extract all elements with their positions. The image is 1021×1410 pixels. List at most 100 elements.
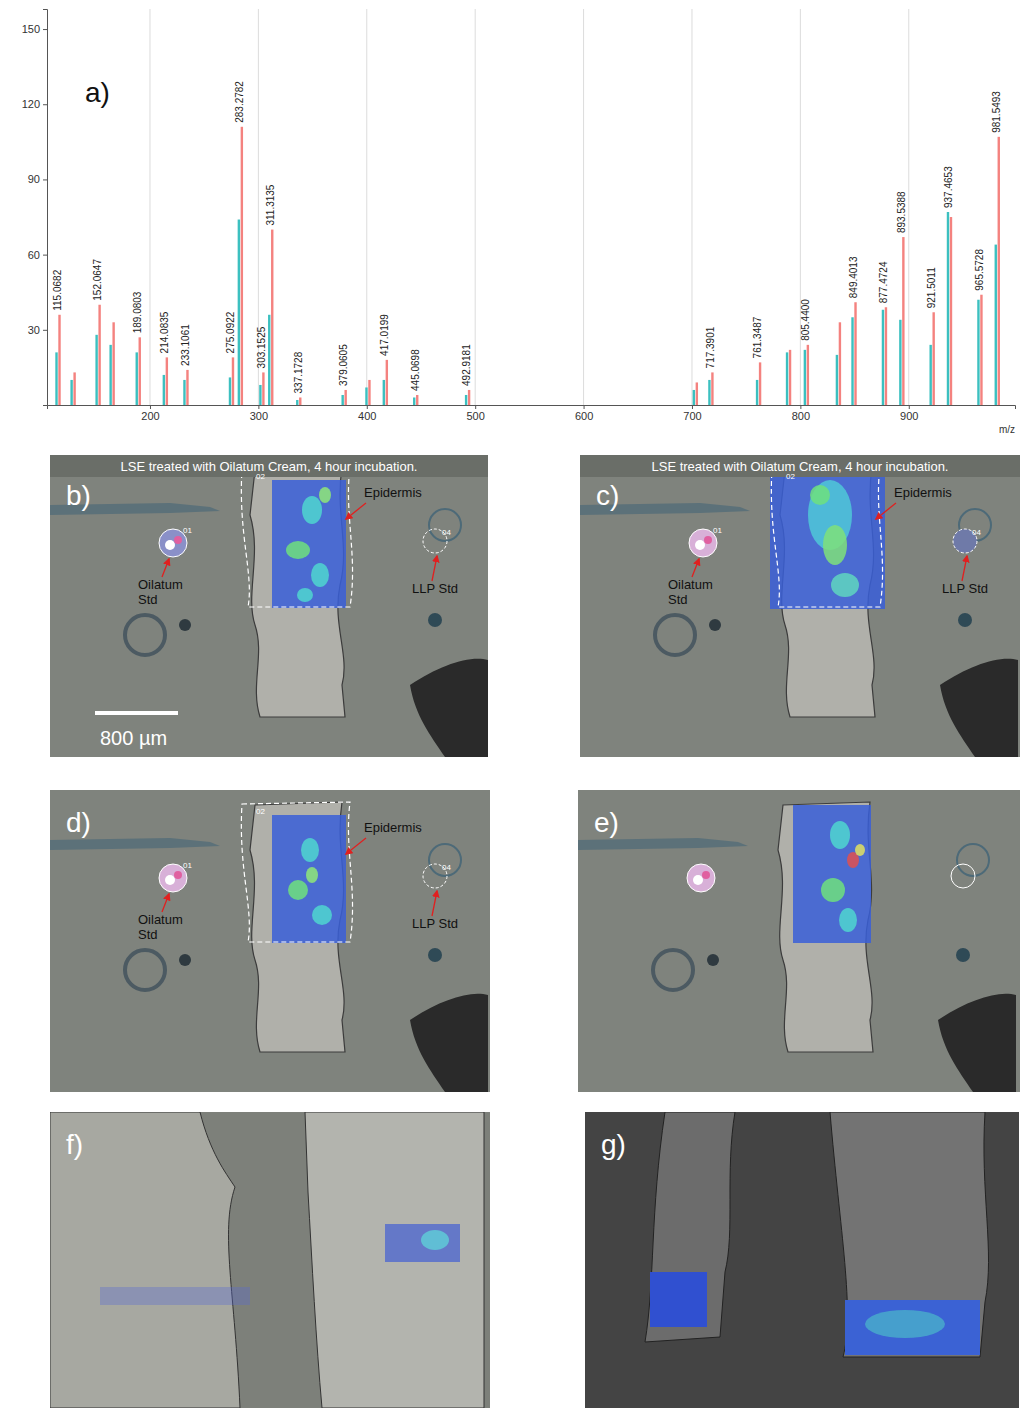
bar bbox=[262, 372, 264, 405]
bar bbox=[851, 317, 853, 405]
y-axis: 306090120150 bbox=[22, 10, 48, 406]
image-panel: LSE treated with Oilatum Cream, 4 hour i… bbox=[50, 455, 488, 757]
tissue bbox=[305, 1112, 484, 1408]
roi-outline bbox=[241, 802, 352, 942]
region-label: Epidermis bbox=[364, 485, 422, 500]
standard-spot bbox=[693, 875, 703, 885]
bar bbox=[465, 395, 467, 405]
arrow bbox=[162, 894, 169, 912]
tick-mark bbox=[43, 255, 47, 256]
bar bbox=[271, 230, 273, 405]
tissue-fragment bbox=[428, 948, 442, 962]
bar bbox=[759, 362, 761, 405]
tissue-fragment bbox=[653, 950, 693, 990]
tick: 300 bbox=[250, 405, 268, 422]
roi-label: 02 bbox=[256, 807, 265, 816]
tick-label: 60 bbox=[28, 249, 40, 261]
tick-label: 30 bbox=[28, 324, 40, 336]
peak-label: 337.1728 bbox=[293, 351, 304, 393]
bar bbox=[468, 390, 470, 405]
bar bbox=[163, 375, 165, 405]
peak-label: 152.0647 bbox=[92, 259, 103, 301]
ion-image-base bbox=[793, 805, 871, 943]
image bbox=[585, 1112, 1019, 1408]
tick-mark bbox=[800, 405, 801, 409]
tissue bbox=[250, 467, 345, 717]
tick: 200 bbox=[141, 405, 159, 422]
standard-spot bbox=[702, 871, 710, 879]
tissue-fragment bbox=[410, 659, 488, 757]
roi-label: 02 bbox=[786, 472, 795, 481]
tissue-fragment bbox=[938, 994, 1016, 1092]
bar bbox=[807, 345, 809, 405]
header-band bbox=[580, 455, 1020, 477]
roi-label: 04 bbox=[442, 528, 451, 537]
roi-label: 02 bbox=[256, 472, 265, 481]
ion-image-spot bbox=[839, 908, 857, 932]
grid-line bbox=[149, 9, 150, 405]
region-label: LLP Std bbox=[412, 581, 458, 596]
ion-image-spot bbox=[306, 867, 318, 883]
roi-outline bbox=[241, 467, 352, 607]
ion-image-spot bbox=[823, 525, 847, 565]
bar bbox=[977, 300, 979, 405]
peak-label: 877.4724 bbox=[878, 261, 889, 303]
grid-line bbox=[691, 9, 692, 405]
tick-label: 800 bbox=[792, 410, 810, 422]
peak-label: 233.1061 bbox=[180, 324, 191, 366]
standard-spot bbox=[165, 540, 175, 550]
tissue-fragment bbox=[958, 613, 972, 627]
ion-image-spot bbox=[286, 541, 310, 559]
arrow bbox=[346, 503, 366, 519]
bars bbox=[55, 127, 1000, 405]
standard-spot bbox=[174, 871, 182, 879]
bar bbox=[882, 310, 884, 405]
arrow bbox=[876, 503, 896, 519]
tick-mark bbox=[43, 179, 47, 180]
peak-label: 275.0922 bbox=[225, 311, 236, 353]
region-label: Epidermis bbox=[894, 485, 952, 500]
tissue bbox=[778, 802, 873, 1052]
grid bbox=[150, 9, 909, 405]
tissue-fragment bbox=[50, 838, 220, 850]
x-axis: 200300400500600700800900 bbox=[48, 405, 1016, 422]
arrow bbox=[692, 559, 699, 577]
peak-label: 937.4653 bbox=[943, 166, 954, 208]
tick: 30 bbox=[28, 324, 47, 336]
tick: 90 bbox=[28, 173, 47, 185]
arrow bbox=[432, 556, 437, 581]
standard-spot bbox=[174, 536, 182, 544]
peak-label: 417.0199 bbox=[379, 314, 390, 356]
grid-line bbox=[908, 9, 909, 405]
tissue-fragment bbox=[957, 844, 989, 876]
ion-image-spot bbox=[297, 588, 313, 602]
ion-image-spot bbox=[288, 880, 308, 900]
roi-label: 01 bbox=[183, 861, 192, 870]
image-panel: g) bbox=[585, 1112, 1019, 1408]
ion-image-spot bbox=[421, 1230, 449, 1250]
tissue bbox=[50, 1112, 240, 1408]
bar bbox=[241, 127, 243, 405]
panel-letter: e) bbox=[594, 807, 619, 838]
bar bbox=[268, 315, 270, 405]
background bbox=[578, 790, 1020, 1092]
peak-label: 303.1525 bbox=[256, 326, 267, 368]
region-label: Epidermis bbox=[364, 820, 422, 835]
bar bbox=[183, 380, 185, 405]
tissue-fragment bbox=[709, 619, 721, 631]
tick-label: 900 bbox=[900, 410, 918, 422]
tick-label: 200 bbox=[141, 410, 159, 422]
tick-label: 120 bbox=[22, 98, 40, 110]
axis-line bbox=[48, 406, 1016, 410]
image bbox=[580, 455, 1020, 757]
bar bbox=[70, 380, 72, 405]
peak-label: 981.5493 bbox=[991, 91, 1002, 133]
panel-header: LSE treated with Oilatum Cream, 4 hour i… bbox=[652, 459, 949, 474]
bar bbox=[950, 217, 952, 405]
tick: 120 bbox=[22, 98, 47, 110]
bar bbox=[756, 380, 758, 405]
bar bbox=[55, 352, 57, 405]
bar bbox=[932, 312, 934, 405]
image-panel: e) bbox=[578, 790, 1020, 1092]
tissue-fragment bbox=[578, 838, 748, 850]
